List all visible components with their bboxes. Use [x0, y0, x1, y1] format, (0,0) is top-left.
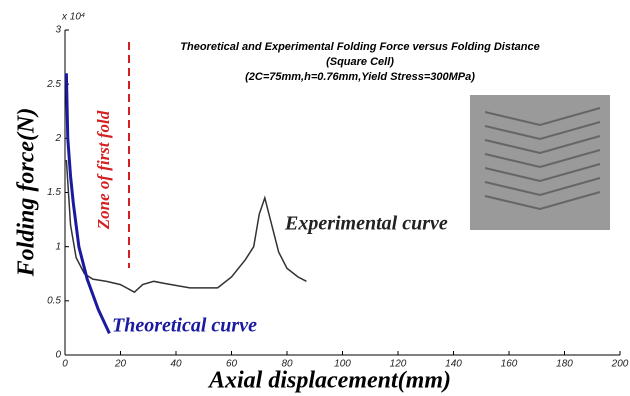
x-tick-label: 100	[334, 359, 351, 370]
photo	[470, 95, 610, 230]
x-tick-label: 60	[226, 359, 238, 370]
y-tick-label: 1.5	[47, 187, 61, 198]
subtitle: (Square Cell)	[326, 56, 394, 68]
x-tick-label: 20	[114, 359, 127, 370]
annotation: Zone of first fold	[94, 110, 113, 230]
y-tick-label: 2.5	[46, 79, 61, 90]
x-tick-label: 140	[445, 359, 462, 370]
photo-folds	[484, 107, 601, 211]
x-tick-label: 180	[556, 359, 573, 370]
x-tick-label: 0	[62, 359, 68, 370]
y-tick-label: 3	[55, 25, 61, 36]
x-tick-label: 80	[281, 359, 293, 370]
y-multiplier: x 10⁴	[61, 12, 85, 23]
chart-title: Theoretical and Experimental Folding For…	[180, 41, 539, 53]
x-tick-label: 200	[611, 359, 629, 370]
series-label: Experimental curve	[284, 213, 448, 235]
y-tick-label: 0.5	[47, 295, 61, 306]
x-tick-label: 40	[170, 359, 182, 370]
y-tick-label: 1	[55, 241, 61, 252]
series-line	[64, 73, 111, 334]
x-axis-label: Axial displacement(mm)	[207, 368, 451, 394]
y-axis-label: Folding force(N)	[14, 108, 40, 278]
x-tick-label: 160	[501, 359, 518, 370]
y-tick-label: 0	[55, 350, 61, 361]
series-label: Theoretical curve	[112, 315, 257, 337]
x-tick-label: 120	[390, 359, 407, 370]
subtitle: (2C=75mm,h=0.76mm,Yield Stress=300MPa)	[245, 71, 475, 83]
series-line	[65, 159, 307, 294]
y-tick-label: 2	[54, 133, 61, 144]
